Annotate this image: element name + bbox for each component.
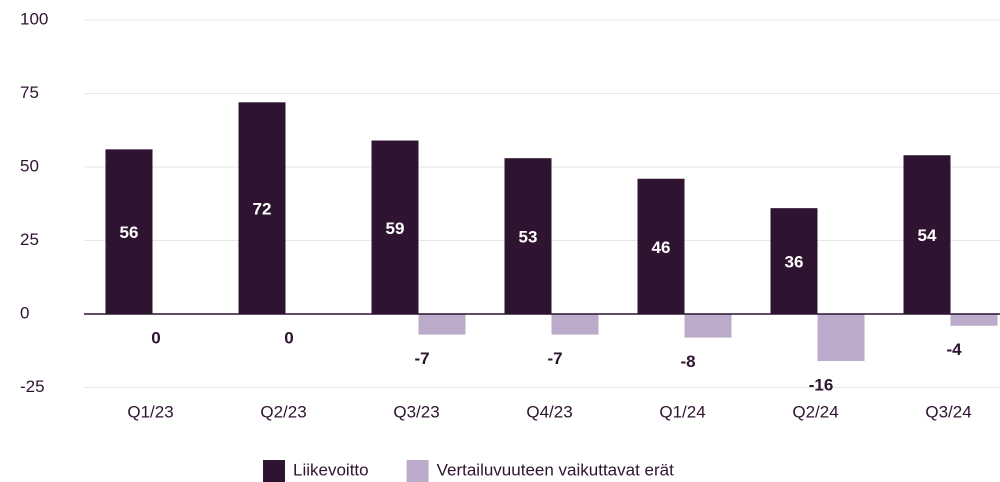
x-tick-label: Q1/23 <box>127 402 173 421</box>
bar <box>817 314 865 362</box>
y-tick-label: 75 <box>20 83 39 102</box>
y-tick-label: 50 <box>20 156 39 175</box>
x-tick-label: Q1/24 <box>659 402 705 421</box>
x-tick-label: Q2/23 <box>260 402 306 421</box>
value-label: 46 <box>652 238 671 257</box>
bar <box>903 155 951 314</box>
x-tick-label: Q3/24 <box>925 402 971 421</box>
legend-label: Liikevoitto <box>293 460 369 479</box>
bar <box>504 158 552 314</box>
legend-swatch <box>406 460 429 482</box>
bar <box>371 140 419 314</box>
bar <box>637 178 685 314</box>
value-label: -16 <box>809 376 834 395</box>
value-label: -4 <box>946 340 962 359</box>
x-tick-label: Q2/24 <box>792 402 838 421</box>
y-tick-label: -25 <box>20 377 45 396</box>
value-label: 0 <box>151 328 160 347</box>
value-label: 54 <box>918 226 937 245</box>
value-label: 59 <box>386 219 405 238</box>
y-tick-label: 100 <box>20 9 48 28</box>
bar <box>950 314 998 326</box>
y-tick-label: 25 <box>20 230 39 249</box>
value-label: -7 <box>547 349 562 368</box>
value-label: 56 <box>120 223 139 242</box>
x-tick-label: Q4/23 <box>526 402 572 421</box>
value-label: -8 <box>680 352 695 371</box>
value-label: 0 <box>284 328 293 347</box>
legend-swatch <box>263 460 285 482</box>
bar <box>684 314 732 338</box>
value-label: 72 <box>253 200 272 219</box>
value-label: 53 <box>519 228 538 247</box>
x-tick-label: Q3/23 <box>393 402 439 421</box>
bar <box>551 314 599 335</box>
bar <box>770 208 818 314</box>
bar <box>418 314 466 335</box>
y-tick-label: 0 <box>20 303 29 322</box>
value-label: 36 <box>785 253 804 272</box>
value-label: -7 <box>414 349 429 368</box>
bar <box>105 149 153 314</box>
bar <box>238 102 286 314</box>
legend-label: Vertailuvuuteen vaikuttavat erät <box>437 460 674 479</box>
